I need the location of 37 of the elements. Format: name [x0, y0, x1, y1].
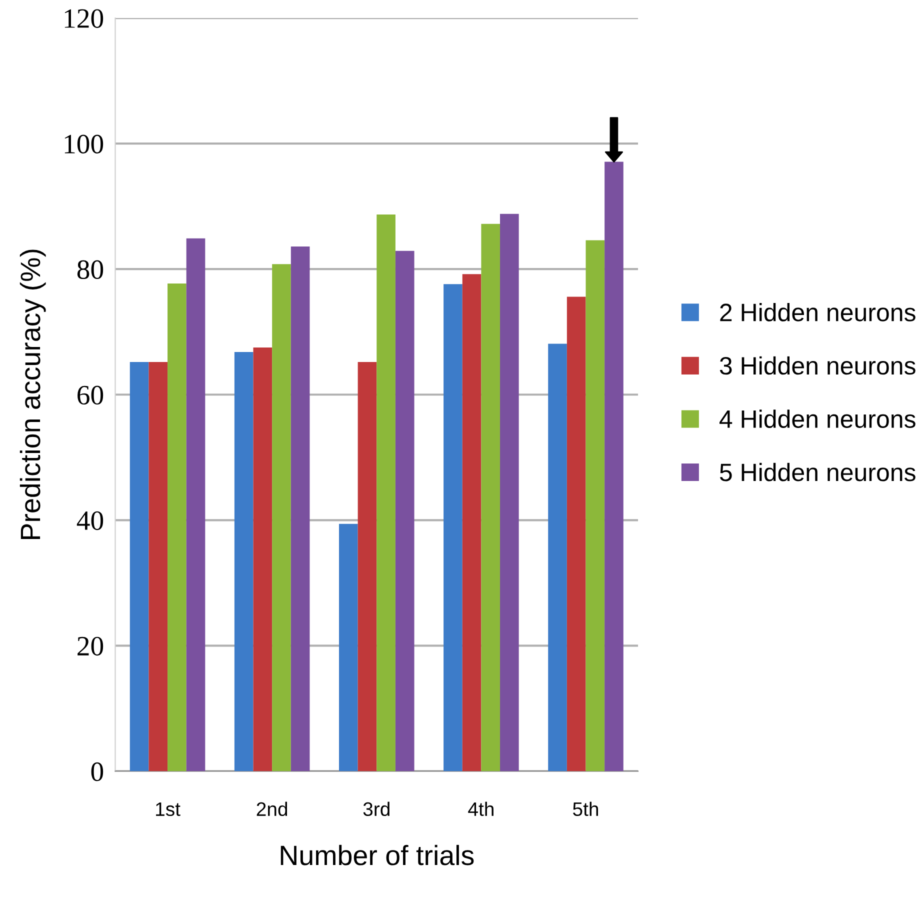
bar: [168, 284, 186, 772]
bar: [395, 250, 414, 772]
bar: [272, 264, 291, 772]
x-tick-label: 4th: [468, 802, 494, 816]
x-axis-title: Number of trials: [280, 844, 474, 866]
bar: [186, 238, 206, 772]
bar: [338, 524, 358, 772]
legend-label: 3 Hidden neurons: [720, 356, 916, 375]
y-tick-label: 60: [78, 386, 104, 405]
y-tick-label: 80: [77, 260, 104, 280]
bar: [586, 240, 605, 772]
x-tick-label: 1st: [156, 802, 180, 816]
legend-label: 5 Hidden neurons: [720, 462, 916, 482]
bar: [566, 296, 586, 772]
y-axis-title: Prediction accuracy (%): [20, 250, 46, 539]
y-tick-label: 100: [64, 134, 104, 154]
bar: [253, 348, 272, 772]
bar: [290, 246, 310, 772]
y-tick-label: 40: [76, 511, 104, 530]
bar: [444, 284, 462, 772]
x-tick-label: 2nd: [256, 802, 288, 816]
x-tick-label: 5th: [573, 802, 598, 816]
y-tick-label: 120: [64, 9, 104, 28]
bar: [234, 352, 254, 772]
y-tick-label: 0: [91, 762, 104, 782]
bar: [500, 214, 519, 772]
bar: [358, 362, 377, 772]
legend-label: 2 Hidden neurons: [720, 303, 916, 322]
bar: [548, 344, 567, 772]
legend-label: 4 Hidden neurons: [720, 410, 916, 428]
bar: [148, 362, 168, 772]
bar: [130, 362, 149, 772]
y-tick-label: 20: [78, 636, 104, 656]
bar: [462, 274, 482, 772]
bar: [376, 214, 396, 772]
bar: [481, 224, 500, 772]
x-tick-label: 3rd: [363, 802, 390, 816]
